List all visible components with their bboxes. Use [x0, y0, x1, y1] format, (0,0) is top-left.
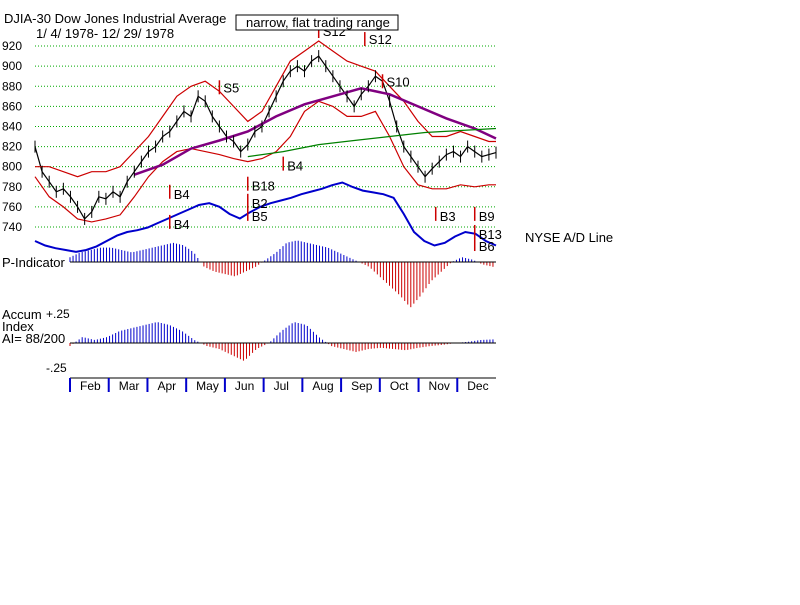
signal-label: B13	[479, 227, 502, 242]
signal-label: B5	[252, 209, 268, 224]
price-y-tick-label: 860	[2, 99, 22, 113]
accum-tick-top: +.25	[46, 307, 70, 321]
ad-line-label: NYSE A/D Line	[525, 230, 613, 245]
signal-label: S10	[387, 74, 410, 89]
ad-line-series	[34, 181, 497, 253]
signal-label: B3	[440, 209, 456, 224]
p-indicator-label: P-Indicator	[2, 255, 66, 270]
price-series-line	[34, 55, 497, 220]
month-label: Aug	[312, 379, 333, 393]
month-label: Nov	[429, 379, 450, 393]
signal-label: B4	[287, 159, 303, 174]
price-series-line	[34, 100, 496, 223]
month-label: Mar	[119, 379, 140, 393]
price-y-tick-label: 800	[2, 160, 22, 174]
price-series	[34, 40, 497, 225]
price-y-tick-label: 740	[2, 220, 22, 234]
month-label: Feb	[80, 379, 101, 393]
signal-label: B4	[174, 187, 190, 202]
chart-subtitle: 1/ 4/ 1978- 12/ 29/ 1978	[36, 26, 174, 41]
signal-label: B18	[252, 179, 275, 194]
price-series-line	[133, 87, 497, 176]
accum-label-2: Index	[2, 319, 34, 334]
price-y-tick-label: 920	[2, 39, 22, 53]
signal-label: B2	[252, 196, 268, 211]
price-y-tick-label: 820	[2, 140, 22, 154]
p-indicator-panel	[69, 240, 496, 308]
ad-line-path	[34, 181, 497, 253]
price-y-tick-label: 780	[2, 180, 22, 194]
month-label: Dec	[467, 379, 488, 393]
month-label: Apr	[157, 379, 176, 393]
price-y-tick-label: 760	[2, 200, 22, 214]
month-label: Sep	[351, 379, 373, 393]
price-series-line	[35, 40, 496, 178]
signal-label: B4	[174, 217, 190, 232]
accum-label: Accum	[2, 307, 42, 322]
signal-label: S12	[369, 32, 392, 47]
accum-tick-bottom: -.25	[46, 361, 67, 375]
annotation-text: narrow, flat trading range	[246, 15, 390, 30]
price-y-ticks: 920 900 880 860 840 820 800 780 760 740	[2, 39, 22, 234]
price-series-line	[247, 127, 497, 158]
month-axis: Feb Mar Apr May Jun Jul Aug Sep Oct Nov Dec	[69, 377, 496, 393]
price-y-tick-label: 840	[2, 119, 22, 133]
month-label: Jul	[274, 379, 289, 393]
price-y-tick-label: 880	[2, 79, 22, 93]
signal-label: B6	[479, 239, 495, 254]
chart-texts: DJIA-30 Dow Jones Industrial Average 1/ …	[2, 11, 613, 375]
signal-label: B9	[479, 209, 495, 224]
price-y-tick-label: 900	[2, 59, 22, 73]
accum-index-panel	[69, 322, 496, 361]
signal-label: S5	[223, 80, 239, 95]
annotation-box	[235, 14, 399, 31]
ai-text: AI= 88/200	[2, 331, 65, 346]
month-label: May	[196, 379, 219, 393]
month-label: Oct	[390, 379, 409, 393]
chart-title: DJIA-30 Dow Jones Industrial Average	[4, 11, 226, 26]
month-label: Jun	[235, 379, 254, 393]
